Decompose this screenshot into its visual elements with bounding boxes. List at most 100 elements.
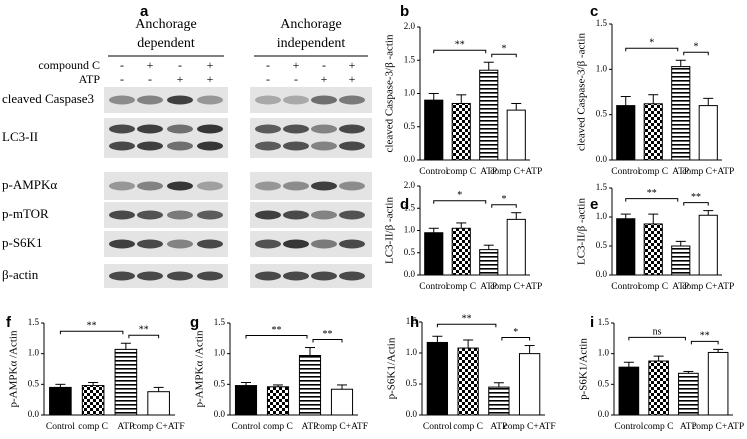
blot-band [311, 210, 337, 220]
blot-band [339, 95, 365, 105]
significance-label: ** [647, 188, 657, 199]
y-tick-label: 1.5 [598, 317, 610, 327]
y-tick-label: 1.5 [404, 54, 416, 64]
blot-background [104, 87, 228, 113]
significance-bracket [625, 47, 679, 52]
y-axis-label: cleaved Caspase-3/β -actin [576, 33, 588, 151]
x-tick-label: comp C [78, 422, 108, 432]
x-tick-label: comp C [263, 422, 293, 432]
y-tick-label: 0.5 [598, 378, 610, 388]
blot-band [137, 124, 163, 134]
x-tick-label: comp C [638, 167, 668, 177]
y-tick-label: 0.0 [596, 269, 608, 279]
y-tick-label: 1.5 [404, 202, 416, 212]
x-tick-label: comp C [638, 282, 668, 292]
bar [488, 386, 510, 416]
blot-band [255, 271, 281, 281]
blot-band [167, 271, 193, 281]
blot-band [283, 95, 309, 105]
significance-bracket [683, 202, 709, 206]
bar [479, 69, 499, 161]
bar [49, 386, 72, 416]
blot-band [339, 239, 365, 249]
significance-bracket [59, 330, 124, 335]
y-axis-label: cleaved Caspase-3/β -actin [384, 34, 396, 152]
x-tick-label: Control [614, 422, 643, 432]
group-label: dependent [137, 36, 195, 51]
panel-letter: g [190, 314, 199, 331]
x-tick-label: comp C+ATP [490, 282, 542, 292]
blot-band [311, 95, 337, 105]
y-tick-label: 1.0 [598, 348, 610, 358]
y-axis-label: p-AMPKα /Actin [194, 330, 206, 407]
x-tick-label: Control [231, 422, 260, 432]
significance-bracket [433, 200, 487, 204]
blot-band [137, 210, 163, 220]
x-tick-label: ATP [672, 282, 689, 292]
significance-label: ** [87, 321, 97, 332]
blot-band [137, 181, 163, 191]
bar [451, 102, 471, 161]
blot-band [109, 95, 135, 105]
significance-bracket [683, 51, 709, 56]
x-tick-label: Control [419, 167, 448, 177]
significance-bracket [491, 204, 517, 208]
x-tick-label: comp C [446, 167, 476, 177]
significance-bracket [245, 335, 308, 339]
blot-band [197, 210, 223, 220]
significance-label: ** [455, 40, 465, 51]
blot-band [197, 95, 223, 105]
treatment-sign: - [266, 72, 270, 86]
bar [616, 105, 636, 161]
blot-band [283, 271, 309, 281]
x-tick-label: Control [611, 282, 640, 292]
bar [707, 351, 729, 416]
blot-band [283, 141, 309, 151]
x-tick-label: ATP [480, 167, 497, 177]
x-tick-label: ATP [302, 422, 319, 432]
y-tick-label: 0.0 [404, 269, 416, 279]
blot-band [283, 124, 309, 134]
x-tick-label: comp C+ATF [316, 422, 368, 432]
bar [698, 105, 718, 161]
blot-band [109, 124, 135, 134]
y-axis-label: LC3-II/β -actin [576, 198, 588, 265]
bar [330, 388, 354, 416]
y-tick-label: 1.5 [596, 18, 608, 28]
x-tick-label: ATP [490, 422, 507, 432]
blot-band [283, 210, 309, 220]
blot-band [167, 124, 193, 134]
y-axis-label: p-S6K1/Actin [578, 338, 590, 400]
bar [298, 355, 322, 416]
blot-band [137, 95, 163, 105]
y-tick-label: 0.0 [598, 409, 610, 419]
y-tick-label: 1.0 [596, 63, 608, 73]
treatment-sign: + [207, 58, 214, 72]
significance-bracket [128, 334, 160, 339]
panel-letter: a [140, 3, 149, 20]
treatment-sign: + [349, 72, 356, 86]
x-tick-label: ATP [672, 167, 689, 177]
x-tick-label: ATP [680, 422, 697, 432]
panel-letter: i [590, 314, 594, 331]
bar [643, 103, 663, 161]
blot-band [109, 210, 135, 220]
bar [518, 353, 541, 416]
bar [479, 249, 499, 276]
significance-bracket [491, 53, 517, 58]
bar [234, 385, 258, 416]
y-tick-label: 0.0 [214, 409, 226, 419]
x-tick-label: Control [423, 422, 452, 432]
blot-band [255, 124, 281, 134]
significance-label: * [502, 44, 507, 55]
blot-band [339, 210, 365, 220]
x-tick-label: Control [46, 422, 75, 432]
bar [424, 99, 444, 161]
treatment-sign: + [293, 58, 300, 72]
treatment-sign: - [322, 58, 326, 72]
y-tick-label: 0.5 [406, 378, 418, 388]
y-tick-label: 1.0 [596, 211, 608, 221]
blot-band [311, 181, 337, 191]
blot-band [255, 210, 281, 220]
